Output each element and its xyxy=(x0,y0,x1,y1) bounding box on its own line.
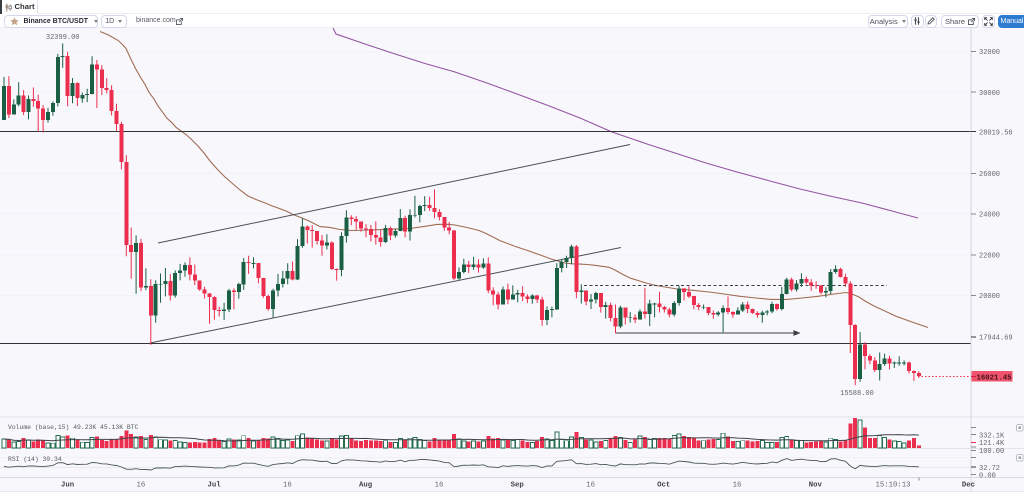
svg-text:121.4K: 121.4K xyxy=(979,440,1005,448)
svg-text:16: 16 xyxy=(137,481,146,489)
svg-text:16: 16 xyxy=(733,481,742,489)
svg-text:30000: 30000 xyxy=(979,90,1000,98)
svg-text:32000: 32000 xyxy=(979,49,1000,57)
svg-text:32399.00: 32399.00 xyxy=(46,34,80,42)
svg-text:Dec: Dec xyxy=(962,481,975,489)
svg-text:15:10:13: 15:10:13 xyxy=(875,481,910,489)
svg-text:16: 16 xyxy=(586,481,595,489)
svg-text:17944.69: 17944.69 xyxy=(979,335,1013,343)
svg-text:Volume (base,15) 49.23K 45.13K: Volume (base,15) 49.23K 45.13K BTC xyxy=(8,424,139,431)
svg-text:Nov: Nov xyxy=(809,481,823,489)
svg-text:26000: 26000 xyxy=(979,171,1000,179)
svg-text:Sep: Sep xyxy=(511,481,525,489)
svg-text:Oct: Oct xyxy=(657,481,670,489)
svg-text:Aug: Aug xyxy=(359,481,372,489)
svg-text:20000: 20000 xyxy=(979,293,1000,301)
svg-text:0.00: 0.00 xyxy=(979,472,996,480)
svg-text:Jul: Jul xyxy=(208,481,222,489)
svg-text:Jun: Jun xyxy=(61,481,74,489)
svg-text:22000: 22000 xyxy=(979,252,1000,260)
svg-text:28019.56: 28019.56 xyxy=(979,129,1013,137)
svg-text:32.72: 32.72 xyxy=(979,465,1000,473)
svg-text:16: 16 xyxy=(283,481,292,489)
svg-text:16: 16 xyxy=(435,481,444,489)
svg-text:RSI (14) 30.34: RSI (14) 30.34 xyxy=(8,456,62,463)
svg-text:24000: 24000 xyxy=(979,212,1000,220)
svg-text:16021.45: 16021.45 xyxy=(977,374,1012,382)
svg-text:15588.00: 15588.00 xyxy=(840,390,874,398)
svg-text:332.1K: 332.1K xyxy=(979,432,1005,440)
svg-text:100.00: 100.00 xyxy=(979,448,1004,456)
